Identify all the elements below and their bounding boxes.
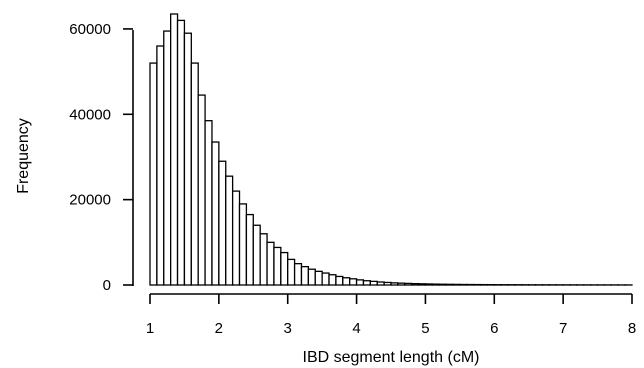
histogram-bar xyxy=(431,283,440,286)
histogram-bar xyxy=(190,62,199,286)
histogram-bar xyxy=(176,19,186,286)
x-axis-label: IBD segment length (cM) xyxy=(303,349,480,366)
histogram-bar xyxy=(404,282,413,286)
x-tick-label: 3 xyxy=(284,320,292,337)
histogram-bar xyxy=(417,283,427,286)
histogram-bar xyxy=(245,213,254,286)
histogram-bar xyxy=(266,241,275,286)
y-tick-label: 40000 xyxy=(69,106,111,123)
histogram-bar xyxy=(238,203,248,286)
y-tick-label: 60000 xyxy=(69,21,111,38)
histogram-bar xyxy=(300,265,310,286)
histogram-bar xyxy=(280,251,289,286)
histogram-bar xyxy=(390,282,399,286)
histogram-bar xyxy=(355,279,365,286)
x-tick-label: 1 xyxy=(146,320,154,337)
histogram-bar xyxy=(307,268,316,286)
x-tick-label: 7 xyxy=(559,320,567,337)
histogram-bar xyxy=(362,280,371,286)
x-tick-label: 5 xyxy=(421,320,429,337)
x-tick-label: 2 xyxy=(215,320,223,337)
histogram-bar xyxy=(225,175,234,286)
x-tick-label: 6 xyxy=(490,320,498,337)
histogram-bar xyxy=(197,94,206,286)
histogram-bar xyxy=(459,283,468,286)
histogram-bar xyxy=(342,277,351,286)
histogram-bar xyxy=(252,224,261,286)
histogram-bar xyxy=(321,272,330,286)
histogram-bar xyxy=(218,160,227,286)
x-tick-label: 8 xyxy=(628,320,636,337)
histogram-bar xyxy=(314,270,323,286)
y-axis: 0 20000 40000 60000 xyxy=(69,21,134,294)
histogram-bar xyxy=(369,280,378,286)
histogram-bar xyxy=(411,282,420,286)
y-tick-label: 0 xyxy=(103,277,111,294)
y-tick-label: 20000 xyxy=(69,192,111,209)
histogram-bar xyxy=(445,283,454,286)
histogram-bar xyxy=(149,62,158,286)
histogram-bar xyxy=(335,275,344,286)
histogram-bar xyxy=(397,282,406,286)
histogram-bar xyxy=(170,13,179,286)
histogram-bar xyxy=(424,283,433,286)
histogram-bar xyxy=(231,190,241,286)
histogram-bar xyxy=(163,30,172,286)
histogram-bar xyxy=(273,246,282,286)
histogram-bar xyxy=(293,263,303,286)
histogram-bar xyxy=(211,141,220,286)
histogram-bar xyxy=(156,45,165,286)
histogram-bar xyxy=(452,283,461,286)
histogram-bar xyxy=(183,32,192,286)
histogram-bar xyxy=(204,120,213,286)
histogram-bars xyxy=(149,13,633,286)
histogram-bar xyxy=(376,281,385,286)
y-axis-label: Frequency xyxy=(15,118,32,194)
histogram-bar xyxy=(259,233,268,286)
histogram-bar xyxy=(383,281,392,286)
histogram-bar xyxy=(349,278,358,286)
histogram-bar xyxy=(438,283,447,286)
x-tick-label: 4 xyxy=(352,320,360,337)
histogram-bar xyxy=(287,258,296,286)
x-axis: 1 2 3 4 5 6 7 8 xyxy=(146,293,636,337)
histogram-bar xyxy=(328,274,337,286)
